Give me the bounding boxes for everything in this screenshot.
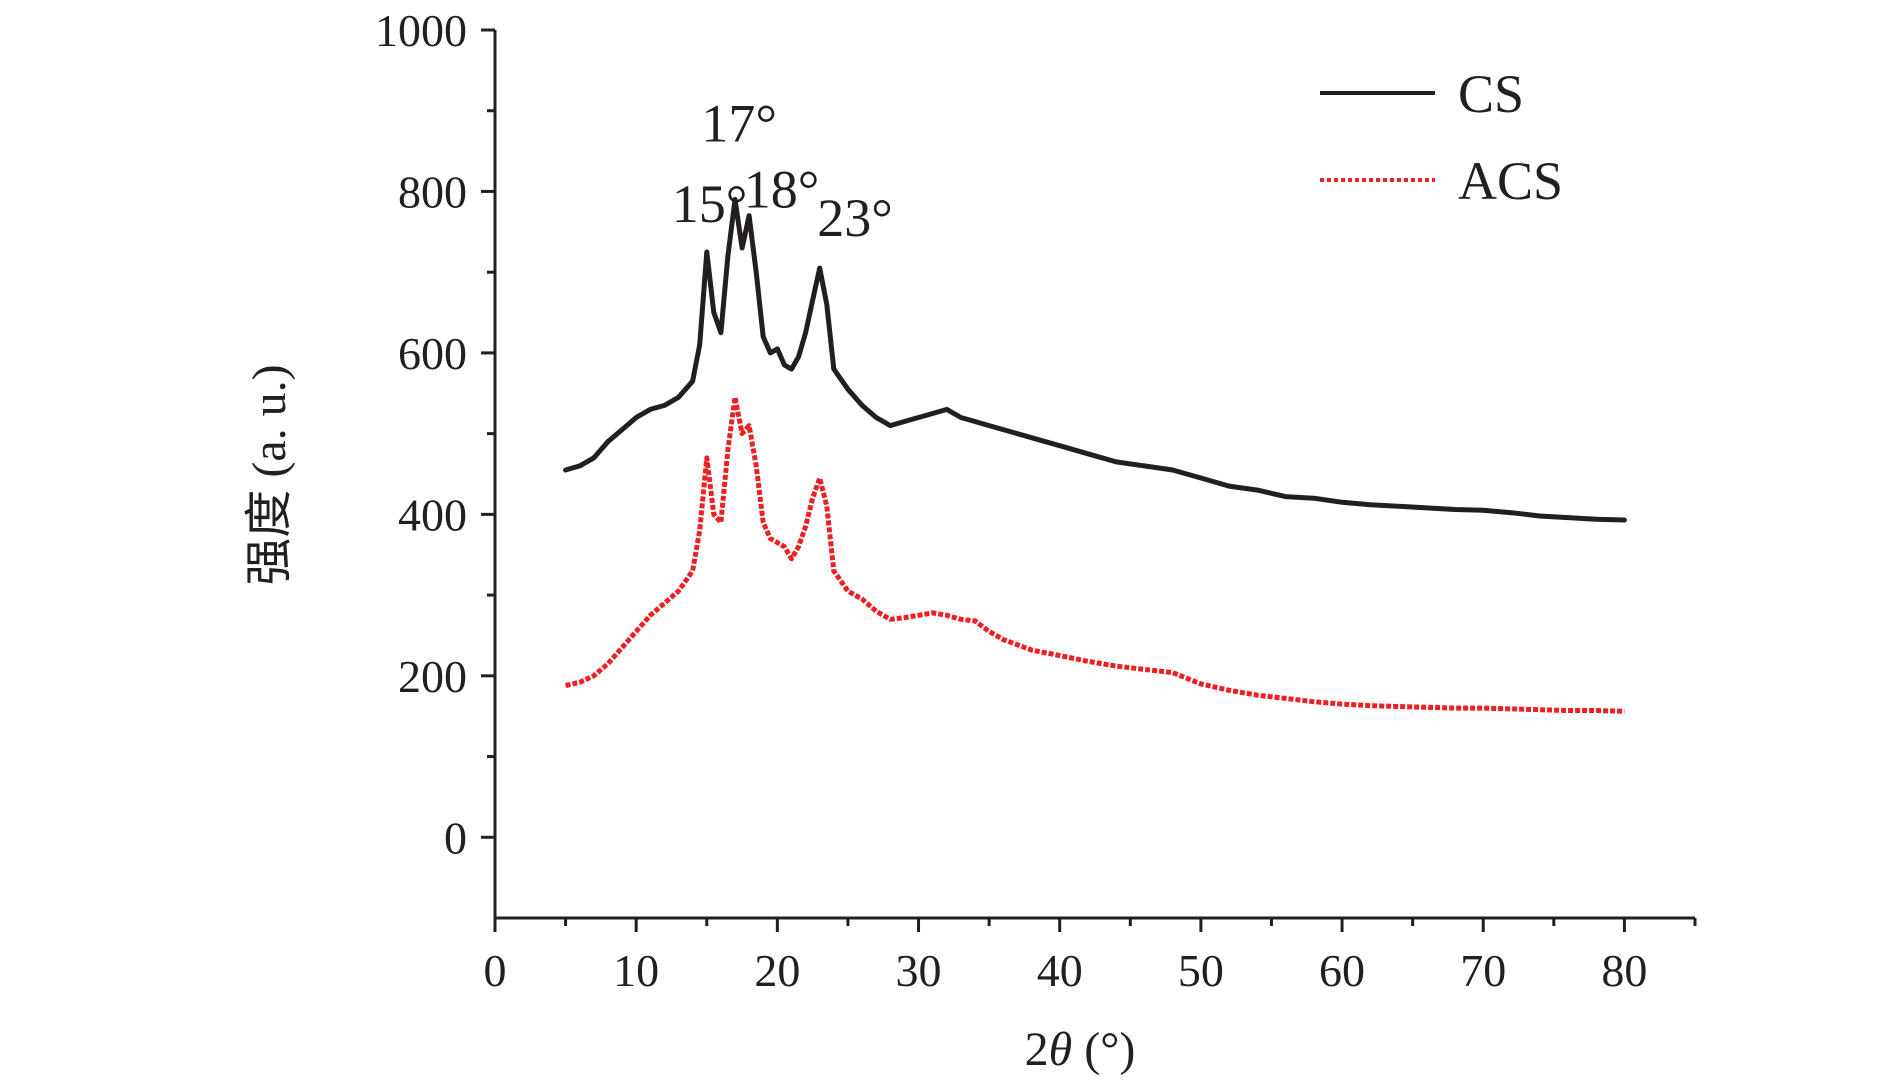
x-tick-label: 0 [484,945,507,996]
x-axis-label-unit: (°) [1072,1023,1135,1076]
peak-annotation: 17° [701,93,777,153]
peak-annotation: 23° [817,188,893,248]
y-tick-label: 0 [444,812,467,863]
x-tick-label: 70 [1460,945,1506,996]
x-axis-label-theta: θ [1049,1023,1073,1076]
legend-label-acs: ACS [1458,151,1563,211]
y-tick-label: 200 [398,651,467,702]
y-axis-label: 强度 (a. u.) [243,364,296,585]
series-line-cs [563,197,1627,523]
x-tick-label: 80 [1601,945,1647,996]
x-tick-label: 50 [1178,945,1224,996]
peak-annotation: 18° [744,160,820,220]
x-tick-label: 30 [896,945,942,996]
x-axis-label: 2θ (°) [1025,1023,1136,1076]
annotation-layer: 15° 17° 18°23° [672,93,893,247]
x-tick-label: 60 [1319,945,1365,996]
y-tick-label: 600 [398,328,467,379]
legend-label-cs: CS [1458,64,1524,124]
legend: CS ACS [1320,64,1563,211]
peak-annotation: 15° [672,174,748,234]
x-tick-label: 20 [754,945,800,996]
y-tick-label: 400 [398,489,467,540]
y-tick-label: 800 [398,166,467,217]
series-line-acs [565,394,1625,714]
x-tick-label: 10 [613,945,659,996]
series-layer [563,197,1627,714]
x-axis-label-prefix: 2 [1025,1023,1049,1076]
y-tick-label: 1000 [375,5,467,56]
x-tick-label: 40 [1037,945,1083,996]
